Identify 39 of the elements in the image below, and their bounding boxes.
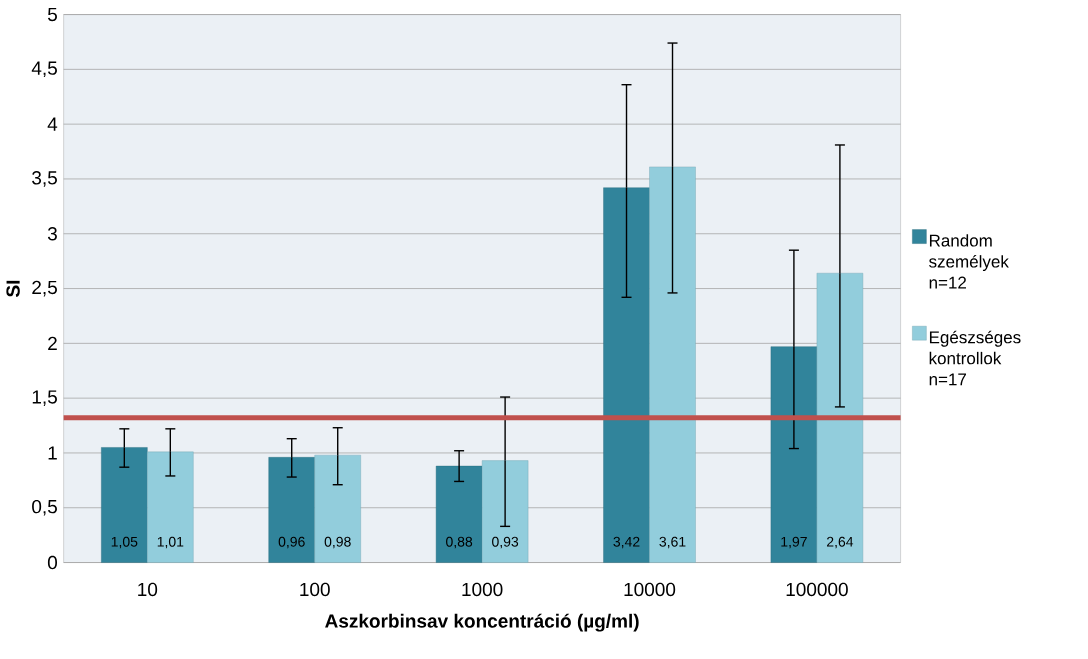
- x-axis-title: Aszkorbinsav koncentráció (µg/ml): [325, 613, 639, 632]
- x-tick-label: 100000: [786, 582, 848, 597]
- data-label: 0,88: [446, 536, 473, 549]
- bar: [649, 166, 696, 563]
- bar: [435, 465, 483, 563]
- bar: [603, 187, 650, 563]
- bar: [268, 457, 315, 563]
- y-tick-label: 5: [47, 7, 57, 22]
- data-label: 3,61: [659, 536, 686, 549]
- data-label: 0,96: [278, 536, 305, 549]
- y-tick-label: 4: [47, 117, 58, 131]
- data-label: 1,97: [781, 536, 807, 549]
- bar: [816, 273, 864, 563]
- y-tick-label: 2,5: [32, 280, 57, 297]
- legend-label: Random személyek n=12: [929, 234, 1009, 289]
- bar: [101, 447, 148, 563]
- y-tick-label: 1: [48, 446, 57, 460]
- data-label: 0,93: [492, 536, 519, 549]
- legend-label: Egészséges kontrollok n=17: [929, 330, 1021, 386]
- y-tick-label: 3,5: [32, 171, 57, 187]
- x-tick-label: 10000: [624, 582, 676, 597]
- data-label: 1,01: [157, 536, 184, 549]
- bar: [314, 454, 361, 563]
- data-label: 0,98: [324, 536, 351, 549]
- x-tick-label: 1000: [462, 582, 503, 597]
- bar: [147, 451, 194, 563]
- y-axis-title: SI: [6, 280, 20, 297]
- x-tick-label: 10: [138, 582, 158, 597]
- data-label: 3,42: [613, 536, 640, 549]
- data-label: 2,64: [826, 536, 854, 549]
- y-tick-label: 2: [48, 336, 57, 350]
- x-tick-label: 100: [300, 582, 330, 597]
- bar: [770, 346, 818, 563]
- y-tick-label: 0,5: [32, 499, 57, 516]
- y-tick-label: 3: [47, 227, 57, 241]
- data-label: 1,05: [111, 536, 138, 549]
- y-tick-label: 0: [47, 555, 58, 570]
- y-tick-label: 4,5: [31, 61, 57, 78]
- y-tick-label: 1,5: [32, 390, 57, 406]
